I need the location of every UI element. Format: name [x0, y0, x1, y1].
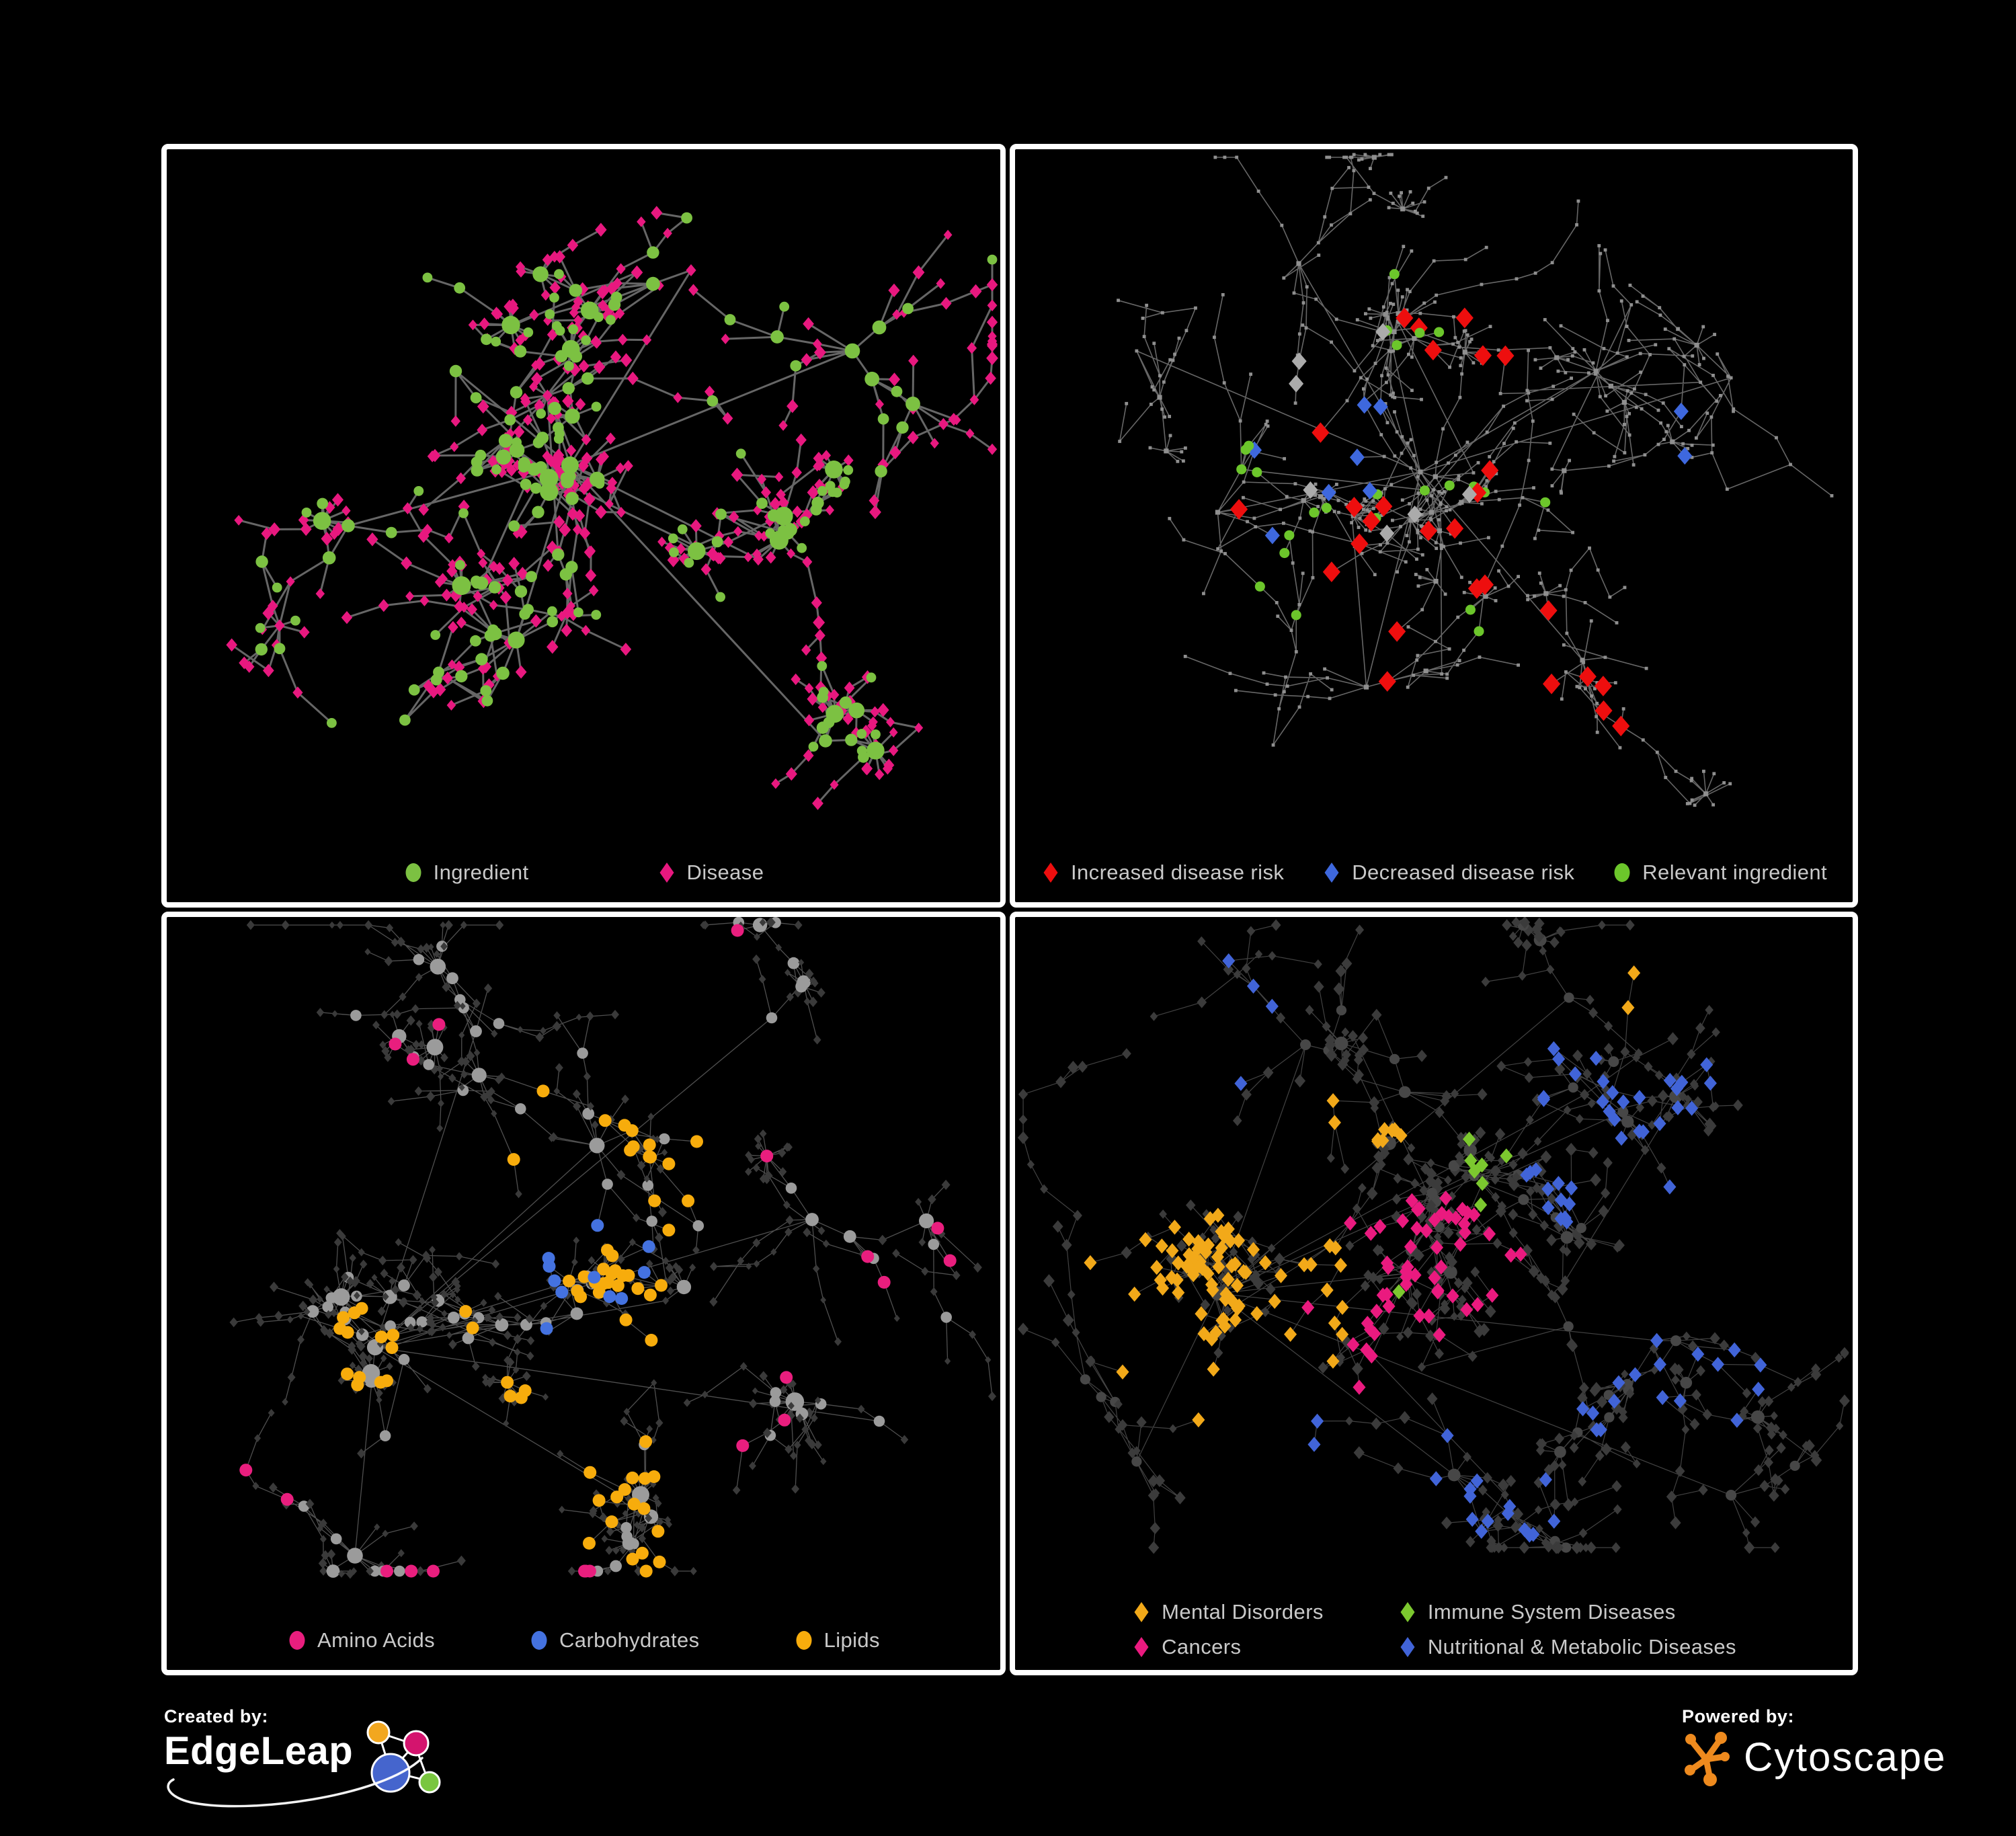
legend-item-decreased-disease-risk: Decreased disease risk: [1322, 861, 1574, 885]
legend-nutrient-classes: Amino Acids Carbohydrates Lipids: [167, 1628, 1000, 1652]
legend-item-relevant-ingredient: Relevant ingredient: [1612, 861, 1827, 885]
created-by-label: Created by:: [164, 1706, 269, 1726]
legend-label: Lipids: [823, 1628, 880, 1652]
panel-disease-class-network: Mental Disorders Immune System Diseases Ca…: [1010, 912, 1858, 1675]
legend-marker-diamond-icon: [1324, 863, 1339, 883]
network-graph: [229, 917, 996, 1579]
legend-item-mental-disorders: Mental Disorders: [1131, 1600, 1324, 1624]
edgeleap-brand-row: EdgeLeap: [164, 1720, 450, 1810]
legend-label: Cancers: [1162, 1635, 1242, 1659]
legend-item-cancers: Cancers: [1131, 1635, 1324, 1659]
legend-item-carbohydrates: Carbohydrates: [529, 1628, 700, 1652]
legend-label: Disease: [686, 861, 764, 884]
legend-disease-classes: Mental Disorders Immune System Diseases Ca…: [1015, 1600, 1853, 1659]
legend-item-ingredient: Ingredient: [403, 861, 529, 885]
cytoscape-logo-text: Cytoscape: [1744, 1734, 1947, 1780]
legend-label: Increased disease risk: [1071, 861, 1285, 884]
legend-marker-diamond-icon: [1134, 1637, 1149, 1657]
legend-item-nutritional-metabolic-diseases: Nutritional & Metabolic Diseases: [1398, 1635, 1736, 1659]
legend-marker-diamond-icon: [1400, 1637, 1415, 1657]
legend-marker-diamond-icon: [1134, 1602, 1149, 1622]
cytoscape-brand-row: Cytoscape: [1682, 1728, 1946, 1786]
legend-label: Carbohydrates: [559, 1628, 700, 1652]
legend-item-disease: Disease: [657, 861, 764, 885]
legend-label: Ingredient: [433, 861, 529, 884]
legend-label: Nutritional & Metabolic Diseases: [1427, 1635, 1736, 1659]
network-graph: [226, 206, 998, 810]
legend-ingredient-disease: Ingredient Disease: [167, 861, 1000, 885]
legend-item-lipids: Lipids: [794, 1628, 880, 1652]
legend-label: Amino Acids: [317, 1628, 436, 1652]
legend-marker-diamond-icon: [659, 863, 674, 883]
cytoscape-logo-icon: [1685, 1732, 1730, 1786]
network-graph: [1117, 153, 1834, 807]
created-by-block: Created by: EdgeLeap: [164, 1706, 450, 1810]
legend-marker-circle-icon: [796, 1631, 812, 1650]
legend-label: Immune System Diseases: [1427, 1600, 1676, 1624]
legend-marker-circle-icon: [405, 863, 421, 882]
legend-marker-circle-icon: [531, 1631, 547, 1650]
panel-disease-risk-network: Increased disease risk Decreased disease …: [1010, 144, 1858, 908]
panel-ingredient-disease-network: Ingredient Disease: [161, 144, 1006, 908]
legend-marker-diamond-icon: [1043, 863, 1058, 883]
legend-item-increased-disease-risk: Increased disease risk: [1041, 861, 1284, 885]
powered-by-label: Powered by:: [1682, 1706, 1795, 1726]
panel-nutrient-class-network: Amino Acids Carbohydrates Lipids: [161, 912, 1006, 1675]
network-graph: [1017, 917, 1850, 1554]
legend-disease-risk: Increased disease risk Decreased disease …: [1015, 861, 1853, 885]
legend-item-immune-system-diseases: Immune System Diseases: [1398, 1600, 1736, 1624]
legend-label: Decreased disease risk: [1352, 861, 1575, 884]
edgeleap-logo-icon: [366, 1720, 441, 1794]
legend-marker-circle-icon: [289, 1631, 305, 1650]
edgeleap-logo-text: EdgeLeap: [164, 1729, 354, 1773]
powered-by-block: Powered by: Cytoscape: [1682, 1706, 1946, 1786]
legend-marker-diamond-icon: [1400, 1602, 1415, 1622]
legend-item-amino-acids: Amino Acids: [287, 1628, 435, 1652]
legend-label: Relevant ingredient: [1642, 861, 1827, 884]
legend-marker-circle-icon: [1614, 863, 1630, 882]
legend-label: Mental Disorders: [1162, 1600, 1324, 1624]
